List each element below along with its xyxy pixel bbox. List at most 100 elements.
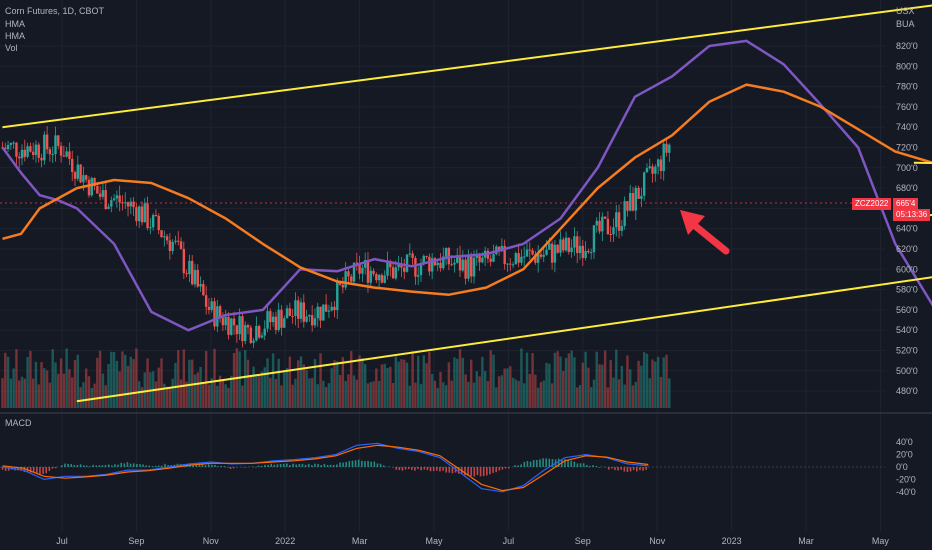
macd-histogram-bar: [270, 463, 273, 467]
macd-histogram-bar: [507, 467, 510, 469]
volume-bar: [439, 371, 442, 408]
volume-bar: [422, 355, 425, 408]
macd-histogram-bar: [526, 460, 529, 467]
volume-bar: [40, 362, 43, 408]
macd-histogram-bar: [598, 467, 601, 468]
candle-body: [386, 261, 389, 276]
symbol-legend[interactable]: Corn Futures, 1D, CBOT: [5, 6, 105, 16]
candle-body: [324, 304, 328, 312]
macd-histogram-bar: [98, 465, 101, 467]
macd-histogram-bar: [451, 467, 454, 474]
macd-histogram-bar: [417, 467, 419, 470]
volume-bar: [363, 364, 367, 408]
candle-body: [322, 304, 325, 321]
candle-body: [302, 302, 305, 322]
candle-body: [391, 267, 395, 279]
candle-body: [506, 263, 509, 265]
time-axis[interactable]: Jul Sep Nov 2022 Mar May Jul Sep Nov 2023 Mar May: [56, 536, 889, 546]
macd-histogram-bar: [592, 465, 594, 467]
volume-bar: [154, 381, 158, 408]
vol-legend[interactable]: Vol: [5, 43, 18, 53]
volume-bar: [163, 383, 166, 408]
candle-body: [659, 159, 663, 172]
candle-body: [595, 220, 598, 226]
candle-body: [361, 267, 364, 274]
macd-histogram-bar: [167, 465, 169, 467]
volume-bar: [645, 353, 649, 408]
candle-body: [93, 178, 96, 187]
volume-bar: [188, 359, 191, 408]
candle-body: [553, 244, 557, 263]
candle-body: [288, 308, 292, 316]
volume-bar: [121, 351, 124, 408]
candle-body: [648, 166, 651, 169]
macd-histogram-bar: [336, 464, 338, 467]
candle-body: [570, 247, 573, 253]
macd-histogram-bar: [232, 467, 235, 469]
volume-bar: [584, 351, 587, 408]
volume-bar: [135, 348, 138, 408]
macd-histogram-bar: [520, 464, 522, 467]
volume-bar: [581, 362, 584, 408]
volume-bar: [274, 379, 278, 408]
volume-bar: [534, 374, 537, 408]
macd-histogram-bar: [261, 465, 263, 467]
candle-body: [107, 206, 110, 209]
volume-bar: [509, 366, 512, 408]
macd-legend[interactable]: MACD: [5, 418, 32, 428]
candle-body: [191, 260, 194, 285]
macd-histogram-bar: [320, 465, 323, 467]
candle-body: [188, 260, 191, 275]
candle-body: [375, 274, 378, 281]
volume-bar: [344, 380, 347, 408]
volume-bar: [603, 350, 607, 408]
candle-body: [347, 271, 350, 277]
volume-bar: [447, 362, 451, 408]
volume-bar: [550, 383, 554, 408]
macd-histogram-bar: [586, 465, 588, 467]
candle-body: [573, 236, 576, 248]
macd-histogram-bar: [401, 467, 404, 471]
macd-histogram-bar: [195, 463, 198, 467]
candle-body: [363, 260, 367, 268]
price-tick-label: 620'0: [896, 244, 918, 254]
candle-body: [299, 302, 303, 319]
candle-body: [425, 255, 428, 257]
volume-bar: [23, 378, 26, 408]
volume-bar: [503, 368, 506, 408]
macd-histogram-bar: [307, 463, 310, 467]
hma-legend-2[interactable]: HMA: [5, 31, 25, 41]
candle-body: [137, 206, 141, 222]
candle-body: [202, 283, 205, 296]
volume-bar: [589, 387, 593, 408]
candle-body: [350, 276, 353, 282]
macd-histogram-bar: [495, 467, 497, 473]
macd-histogram-bar: [595, 466, 597, 467]
candle-body: [45, 134, 49, 150]
macd-histogram-bar: [467, 467, 469, 476]
candle-body: [149, 227, 152, 229]
price-tick-label: 680'0: [896, 183, 918, 193]
macd-histogram-bar: [636, 467, 638, 472]
macd-histogram-bar: [82, 465, 85, 467]
candle-body: [509, 263, 512, 265]
candle-body: [260, 335, 264, 338]
volume-bar: [252, 366, 255, 408]
hma-legend-1[interactable]: HMA: [5, 19, 25, 29]
candle-body: [82, 175, 85, 183]
volume-bar: [305, 370, 308, 408]
macd-histogram-bar: [364, 461, 366, 467]
macd-histogram-bar: [464, 467, 466, 476]
candle-body: [15, 142, 18, 157]
volume-bar: [319, 353, 322, 408]
macd-histogram-bar: [136, 464, 138, 467]
volume-bar: [218, 375, 222, 408]
candle-body: [592, 225, 596, 253]
macd-histogram-bar: [107, 464, 110, 467]
volume-bar: [436, 387, 439, 408]
volume-bar: [160, 358, 163, 408]
candle-body: [475, 254, 478, 258]
price-axis[interactable]: 820'0 800'0 780'0 760'0 740'0 720'0 700'0 680'0…: [896, 41, 918, 497]
macd-histogram-bar: [629, 467, 632, 472]
